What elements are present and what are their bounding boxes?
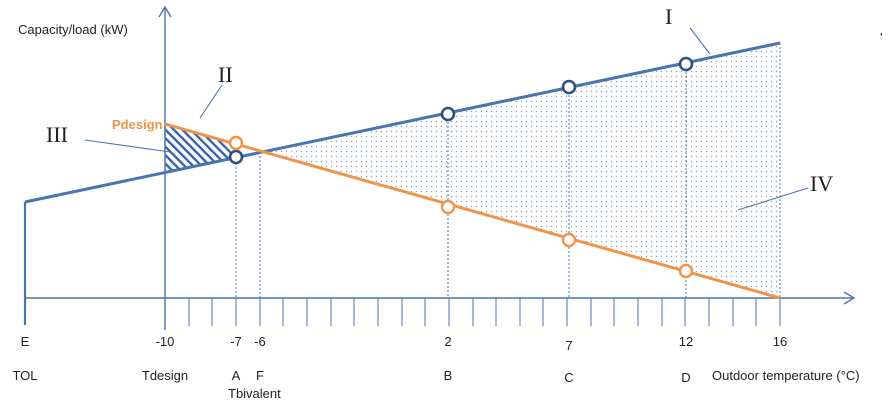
leader-iv — [737, 187, 809, 211]
tick-name-f: F — [256, 368, 264, 383]
tick-name-c: C — [564, 370, 573, 385]
series-ii-point-c — [561, 232, 577, 248]
tick-value-minus6: -6 — [254, 334, 266, 349]
tick-name-d: D — [681, 370, 690, 385]
tick-values: E -10 -7 -6 2 7 12 16 — [21, 334, 788, 353]
leader-ii — [199, 84, 223, 119]
x-axis-arrow — [843, 291, 856, 305]
series-i-point-d — [678, 56, 694, 72]
tick-names: TOL Tdesign A F B C D Tbivalent — [12, 368, 690, 401]
x-axis-label: Outdoor temperature (°C) — [712, 368, 860, 383]
tick-value-minus10: -10 — [156, 334, 175, 349]
tick-value-7: 7 — [565, 338, 572, 353]
tick-value-e: E — [21, 334, 30, 349]
tick-value-12: 12 — [679, 334, 693, 349]
series-i-line — [24, 41, 781, 204]
series-ii-point-a — [228, 135, 244, 151]
roman-label-iii: III — [46, 122, 68, 147]
series-i-point-c — [561, 79, 577, 95]
y-axis-arrow — [158, 5, 172, 18]
roman-label-ii: II — [218, 62, 233, 87]
tick-name-b: B — [444, 368, 453, 383]
leader-i — [689, 27, 711, 55]
tick-name-tol: TOL — [12, 368, 37, 383]
leader-iii — [84, 139, 171, 153]
series-ii-markers — [228, 135, 694, 279]
leader-lines — [84, 27, 809, 211]
pdesign-label: Pdesign — [112, 117, 163, 132]
series-i-markers — [228, 56, 694, 165]
roman-label-i: I — [665, 4, 672, 29]
tick-name-a: A — [232, 368, 241, 383]
series-ii-point-b — [440, 199, 456, 215]
region-iv-area — [260, 43, 780, 298]
tick-name-tdesign: Tdesign — [142, 368, 188, 383]
roman-label-iv: IV — [810, 171, 833, 196]
tick-name-tbivalent: Tbivalent — [228, 386, 281, 401]
minor-ticks — [164, 298, 781, 326]
series-ii-point-d — [678, 263, 694, 279]
axes — [23, 5, 856, 330]
tick-value-2: 2 — [444, 334, 451, 349]
series-i-point-b — [440, 106, 456, 122]
corner-annotation: ' — [880, 30, 882, 45]
y-axis-label: Capacity/load (kW) — [18, 22, 128, 37]
series-i-point-a — [228, 149, 244, 165]
tick-value-16: 16 — [773, 334, 787, 349]
tick-value-minus7: -7 — [230, 334, 242, 349]
series-ii-line — [164, 122, 781, 300]
